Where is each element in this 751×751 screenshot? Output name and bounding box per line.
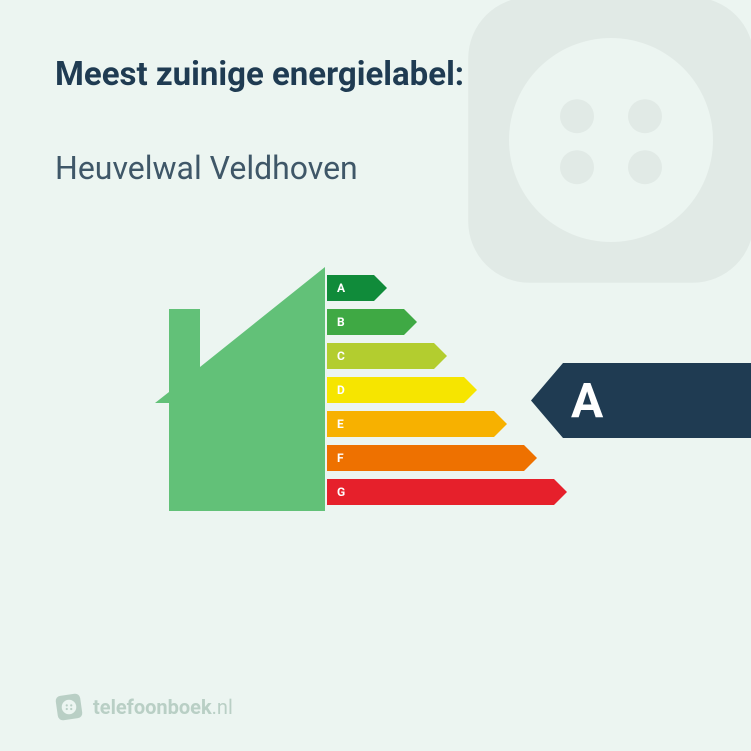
- energy-bar-d: D: [327, 377, 567, 403]
- energy-bar-label: A: [337, 281, 345, 295]
- energy-bar-label: D: [337, 383, 345, 397]
- grade-value: A: [571, 372, 603, 429]
- brand-text: telefoonboek.nl: [93, 695, 233, 719]
- energy-bar-label: E: [337, 417, 344, 431]
- footer-brand: telefoonboek.nl: [55, 693, 233, 721]
- energy-bar-label: F: [337, 451, 344, 465]
- energy-bar-c: C: [327, 343, 567, 369]
- energy-bar-label: C: [337, 349, 345, 363]
- brand-icon: [55, 693, 83, 721]
- energy-bar-label: G: [337, 485, 345, 499]
- energy-bar-g: G: [327, 479, 567, 505]
- watermark-logo: [441, 0, 751, 310]
- energy-bar-f: F: [327, 445, 567, 471]
- energy-bar-label: B: [337, 315, 345, 329]
- energy-bar-a: A: [327, 275, 567, 301]
- grade-badge: A: [531, 363, 751, 438]
- house-icon: [155, 267, 325, 527]
- energy-bars: A B C D E F G: [327, 275, 567, 505]
- energy-bar-e: E: [327, 411, 567, 437]
- energy-bar-b: B: [327, 309, 567, 335]
